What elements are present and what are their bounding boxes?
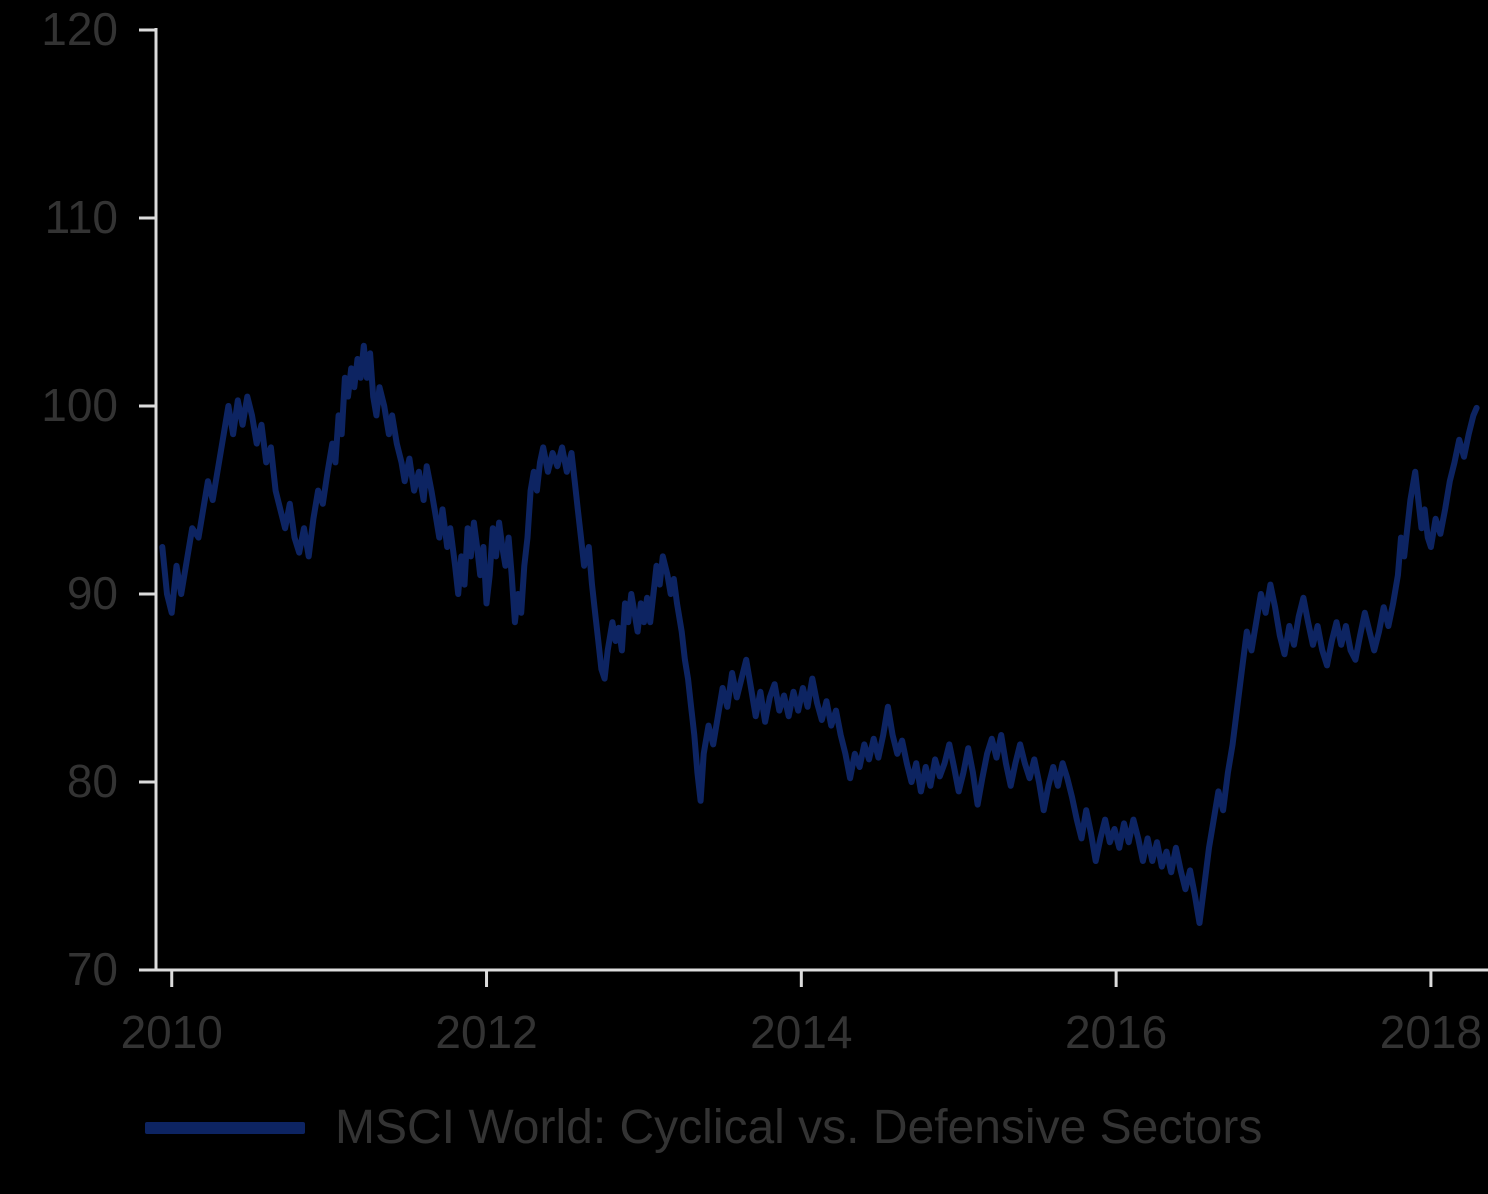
x-tick-label: 2018	[1379, 1006, 1483, 1058]
y-tick-label: 90	[66, 566, 118, 619]
legend: MSCI World: Cyclical vs. Defensive Secto…	[145, 1100, 1262, 1155]
legend-label: MSCI World: Cyclical vs. Defensive Secto…	[335, 1101, 1263, 1154]
series-line	[159, 342, 1480, 926]
y-tick-label: 80	[66, 754, 118, 807]
y-tick-label: 70	[66, 942, 118, 995]
x-tick-label: 2010	[120, 1006, 223, 1058]
x-tick-label: 2012	[435, 1006, 538, 1058]
legend-line-swatch	[145, 1121, 305, 1134]
y-tick-label: 110	[44, 190, 118, 243]
y-tick-label: 100	[41, 378, 118, 431]
x-tick-label: 2016	[1064, 1006, 1168, 1058]
y-tick-label: 120	[41, 2, 118, 55]
x-tick-label: 2014	[750, 1006, 853, 1058]
